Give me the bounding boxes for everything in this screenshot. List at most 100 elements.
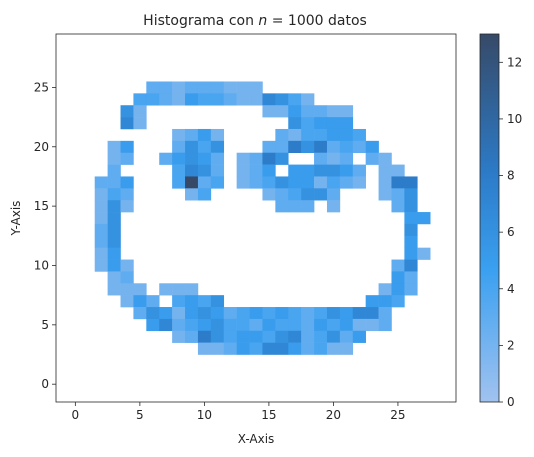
- heatmap-cell: [133, 117, 147, 130]
- heatmap-cell: [249, 164, 263, 177]
- heatmap-cell: [352, 307, 366, 320]
- heatmap-cell: [326, 318, 341, 332]
- heatmap-cell: [94, 212, 108, 225]
- heatmap-cell: [107, 235, 121, 248]
- heatmap-cell: [120, 176, 134, 189]
- heatmap-cell: [159, 93, 173, 106]
- heatmap-cell: [275, 105, 289, 118]
- heatmap-cell: [249, 342, 263, 355]
- heatmap-cell: [107, 212, 121, 225]
- heatmap-cell: [236, 93, 250, 106]
- heatmap-cell: [301, 93, 315, 106]
- heatmap-cell: [210, 307, 225, 320]
- heatmap-cell: [107, 247, 121, 260]
- heatmap-cell: [314, 105, 328, 118]
- heatmap-cell: [185, 176, 199, 189]
- heatmap-cell: [288, 140, 302, 154]
- heatmap-cell: [107, 188, 121, 201]
- heatmap-cell: [275, 342, 289, 355]
- x-tick-label: 15: [261, 408, 276, 422]
- heatmap-cell: [391, 188, 405, 201]
- heatmap-cell: [197, 140, 212, 154]
- heatmap-cell: [172, 283, 186, 296]
- heatmap-cell: [146, 307, 160, 320]
- x-axis-ticks: 0 5 10 15 20 25: [72, 402, 406, 422]
- heatmap-cell: [133, 93, 147, 106]
- heatmap-cell: [262, 318, 276, 332]
- heatmap-cell: [159, 81, 173, 94]
- heatmap-cell: [326, 307, 341, 320]
- heatmap-cell: [352, 164, 366, 177]
- heatmap-cell: [197, 188, 212, 201]
- heatmap-cell: [172, 140, 186, 154]
- heatmap-cell: [301, 117, 315, 130]
- heatmap-cell: [365, 140, 379, 154]
- heatmap-cell: [210, 81, 225, 94]
- heatmap-cell: [197, 152, 212, 165]
- heatmap-cell: [146, 318, 160, 332]
- heatmap-cell: [159, 283, 173, 296]
- heatmap-cell: [210, 164, 225, 177]
- heatmap-cell: [107, 259, 121, 272]
- heatmap-cell: [197, 164, 212, 177]
- heatmap-cell: [288, 342, 302, 355]
- heatmap-cell: [210, 295, 225, 308]
- heatmap-cell: [159, 307, 173, 320]
- x-tick-label: 25: [390, 408, 405, 422]
- heatmap-cell: [262, 93, 276, 106]
- heatmap-cell: [391, 164, 405, 177]
- heatmap-cell: [352, 128, 366, 142]
- heatmap-cell: [339, 164, 354, 177]
- heatmap-cell: [314, 140, 328, 154]
- heatmap-cell: [236, 81, 250, 94]
- y-tick-label: 20: [34, 140, 49, 154]
- heatmap-cell: [120, 259, 134, 272]
- heatmap-cell: [352, 140, 366, 154]
- heatmap-cell: [133, 105, 147, 118]
- heatmap-cell: [339, 152, 354, 165]
- x-tick-label: 20: [326, 408, 341, 422]
- heatmap-cell: [339, 318, 354, 332]
- heatmap-cell: [133, 307, 147, 320]
- heatmap-cell: [339, 128, 354, 142]
- heatmap-cell: [185, 330, 199, 343]
- heatmap-cell: [210, 342, 225, 355]
- colorbar-ticks: 0 2 4 6 8 10 12: [499, 55, 522, 409]
- heatmap-cell: [326, 330, 341, 343]
- plot-frame: [55, 33, 457, 403]
- heatmap-cell: [314, 152, 328, 165]
- heatmap-cell: [146, 295, 160, 308]
- heatmap-cell: [120, 152, 134, 165]
- colorbar-tick-label: 4: [507, 282, 515, 296]
- heatmap-cell: [339, 307, 354, 320]
- heatmap-cell: [352, 176, 366, 189]
- heatmap-cell: [275, 128, 289, 142]
- heatmap-cell: [378, 152, 392, 165]
- heatmap-cell: [275, 330, 289, 343]
- heatmap-cell: [288, 188, 302, 201]
- heatmap-cell: [326, 105, 341, 118]
- heatmap-cell: [404, 247, 418, 260]
- heatmap-cell: [133, 295, 147, 308]
- heatmap-cell: [288, 128, 302, 142]
- heatmap-cell: [404, 283, 418, 296]
- chart-title: Histograma con n = 1000 datos: [143, 13, 367, 29]
- heatmap-cell: [326, 200, 341, 213]
- heatmap-cell: [275, 200, 289, 213]
- heatmap-cell: [314, 128, 328, 142]
- heatmap-cell: [185, 295, 199, 308]
- heatmap-cell: [120, 271, 134, 284]
- heatmap-cell: [197, 307, 212, 320]
- heatmap-cell: [210, 318, 225, 332]
- heatmap-cell: [185, 164, 199, 177]
- heatmap-cell: [275, 307, 289, 320]
- heatmap-cell: [107, 223, 121, 237]
- heatmap-cell: [94, 176, 108, 189]
- heatmap-cell: [94, 200, 108, 213]
- heatmap-cell: [120, 117, 134, 130]
- heatmap-cell: [223, 81, 237, 94]
- y-tick-label: 25: [34, 80, 49, 94]
- heatmap-cell: [365, 307, 379, 320]
- heatmap-cell: [249, 330, 263, 343]
